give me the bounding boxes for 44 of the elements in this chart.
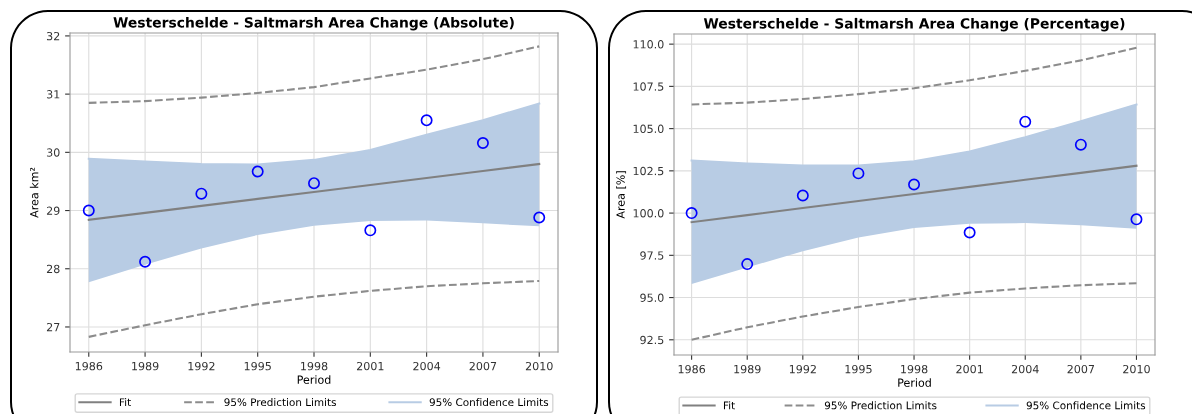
x-tick-label: 2004 xyxy=(413,361,441,371)
y-tick-label: 30 xyxy=(46,148,60,157)
x-axis-title: Period xyxy=(898,378,931,387)
x-tick-label: 2010 xyxy=(525,361,553,371)
y-tick-label: 100.0 xyxy=(633,209,664,218)
y-axis-title: Area [%] xyxy=(616,171,627,219)
chart-title: Westerschelde - Saltmarsh Area Change (Absolute) xyxy=(113,16,514,31)
y-tick-label: 28 xyxy=(46,264,60,274)
x-tick-label: 1995 xyxy=(244,361,271,371)
y-tick-label: 29 xyxy=(46,206,60,215)
y-tick-label: 102.5 xyxy=(633,166,664,176)
x-tick-label: 2007 xyxy=(469,361,497,371)
y-tick-label: 110.0 xyxy=(633,40,664,49)
x-tick-label: 2001 xyxy=(956,364,983,374)
x-tick-label: 1992 xyxy=(188,361,215,371)
legend-label: Fit xyxy=(119,398,131,406)
y-tick-label: 27 xyxy=(46,322,60,332)
x-tick-label: 2001 xyxy=(356,361,384,371)
x-tick-label: 1986 xyxy=(75,361,103,371)
legend-label: 95% Confidence Limits xyxy=(429,398,549,407)
x-tick-label: 1998 xyxy=(901,364,928,374)
y-tick-label: 107.5 xyxy=(633,82,664,91)
legend-label: Fit xyxy=(723,401,735,410)
y-tick-label: 97.5 xyxy=(640,251,664,260)
y-tick-label: 95.0 xyxy=(640,293,664,302)
x-tick-label: 1992 xyxy=(789,364,816,374)
legend-label: 95% Prediction Limits xyxy=(824,401,937,410)
x-tick-label: 1989 xyxy=(734,364,761,374)
x-tick-label: 1989 xyxy=(132,361,159,371)
y-tick-label: 92.5 xyxy=(640,335,664,345)
chart-title: Westerschelde - Saltmarsh Area Change (Percentage) xyxy=(703,17,1125,32)
legend-label: 95% Prediction Limits xyxy=(224,398,336,407)
legend-label: 95% Confidence Limits xyxy=(1026,401,1146,410)
y-tick-label: 31 xyxy=(46,90,60,99)
x-tick-label: 1998 xyxy=(301,361,328,371)
x-tick-label: 2004 xyxy=(1011,364,1039,374)
x-tick-label: 1995 xyxy=(845,364,872,374)
y-axis-title: Area km² xyxy=(29,167,39,218)
x-tick-label: 1986 xyxy=(678,364,706,374)
y-tick-label: 105.0 xyxy=(633,124,664,133)
x-axis-title: Period xyxy=(297,375,331,384)
x-tick-label: 2007 xyxy=(1067,364,1095,374)
x-tick-label: 2010 xyxy=(1123,364,1150,374)
y-tick-label: 32 xyxy=(46,31,60,41)
